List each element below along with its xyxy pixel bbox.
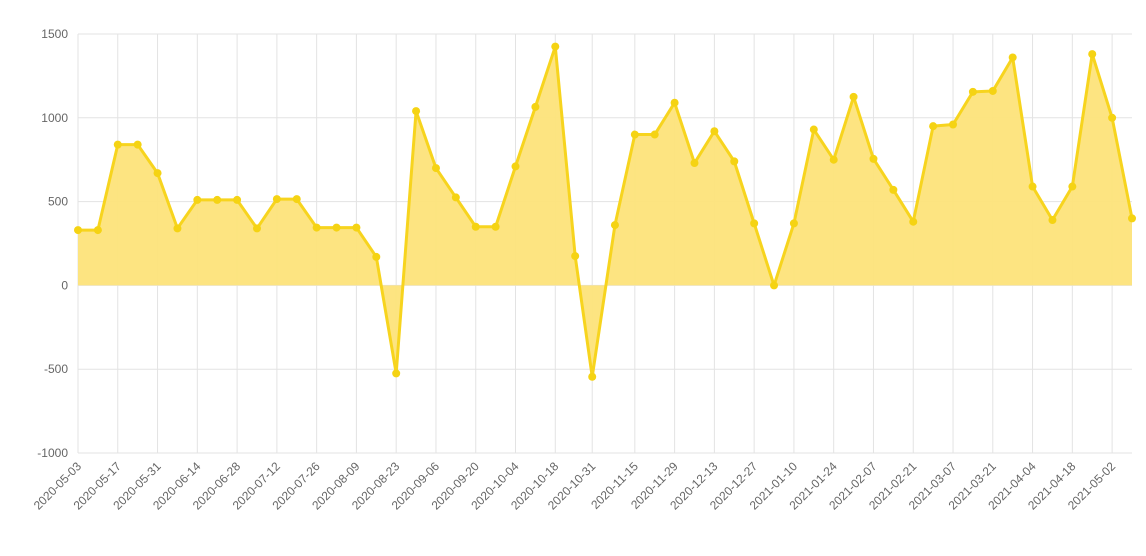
data-point[interactable] xyxy=(630,130,639,139)
data-point[interactable] xyxy=(93,226,102,235)
y-tick-label: 1500 xyxy=(41,27,68,41)
data-point[interactable] xyxy=(352,223,361,232)
data-point[interactable] xyxy=(272,195,281,204)
data-point[interactable] xyxy=(412,107,421,116)
data-point[interactable] xyxy=(809,125,818,134)
data-point[interactable] xyxy=(511,162,520,171)
data-point[interactable] xyxy=(312,223,321,232)
data-point[interactable] xyxy=(1128,214,1136,223)
data-point[interactable] xyxy=(789,219,798,228)
data-point[interactable] xyxy=(332,223,341,232)
data-point[interactable] xyxy=(113,140,122,149)
y-axis-ticks: 1500 1000 500 0 -500 -1000 xyxy=(37,27,68,460)
data-point[interactable] xyxy=(531,102,540,111)
data-point[interactable] xyxy=(829,155,838,164)
data-point[interactable] xyxy=(193,195,202,204)
line-layer xyxy=(78,45,1134,379)
data-point[interactable] xyxy=(670,98,679,107)
data-point[interactable] xyxy=(889,185,898,194)
data-point[interactable] xyxy=(1048,216,1057,225)
y-tick-label: 500 xyxy=(48,195,68,209)
data-point[interactable] xyxy=(1028,182,1037,191)
y-tick-label: -500 xyxy=(44,362,68,376)
data-point[interactable] xyxy=(153,169,162,178)
y-tick-label: 1000 xyxy=(41,111,68,125)
data-point[interactable] xyxy=(551,42,560,51)
data-point[interactable] xyxy=(710,127,719,136)
data-point[interactable] xyxy=(392,369,401,378)
data-point[interactable] xyxy=(949,120,958,129)
data-point[interactable] xyxy=(1088,50,1097,59)
data-point[interactable] xyxy=(431,164,440,173)
data-point[interactable] xyxy=(750,219,759,228)
data-point[interactable] xyxy=(610,221,619,230)
data-point[interactable] xyxy=(929,122,938,131)
data-point[interactable] xyxy=(252,224,261,233)
data-point[interactable] xyxy=(1008,53,1017,62)
data-point[interactable] xyxy=(770,281,779,290)
data-point[interactable] xyxy=(968,87,977,96)
x-axis-ticks: 2020-05-032020-05-172020-05-312020-06-14… xyxy=(31,459,1119,513)
data-point[interactable] xyxy=(74,226,82,235)
data-point[interactable] xyxy=(133,140,142,149)
data-point[interactable] xyxy=(571,252,580,261)
data-point[interactable] xyxy=(869,154,878,163)
data-point[interactable] xyxy=(471,222,480,231)
data-point[interactable] xyxy=(650,130,659,139)
data-point[interactable] xyxy=(173,224,182,233)
area-layer xyxy=(78,46,1132,377)
data-point[interactable] xyxy=(372,252,381,261)
data-point[interactable] xyxy=(233,195,242,204)
data-point[interactable] xyxy=(213,195,222,204)
data-point[interactable] xyxy=(1068,182,1077,191)
data-point[interactable] xyxy=(451,193,460,202)
point-layer xyxy=(74,42,1136,381)
data-point[interactable] xyxy=(909,217,918,226)
data-point[interactable] xyxy=(491,222,500,231)
data-point[interactable] xyxy=(849,92,858,101)
y-tick-label: -1000 xyxy=(37,446,68,460)
data-point[interactable] xyxy=(292,195,301,204)
series-area xyxy=(78,46,1132,377)
series-line xyxy=(78,45,1134,379)
y-tick-label: 0 xyxy=(61,278,68,292)
data-point[interactable] xyxy=(588,372,597,381)
data-point[interactable] xyxy=(1108,113,1117,122)
data-point[interactable] xyxy=(988,86,997,95)
data-point[interactable] xyxy=(690,159,699,168)
data-point[interactable] xyxy=(730,157,739,166)
